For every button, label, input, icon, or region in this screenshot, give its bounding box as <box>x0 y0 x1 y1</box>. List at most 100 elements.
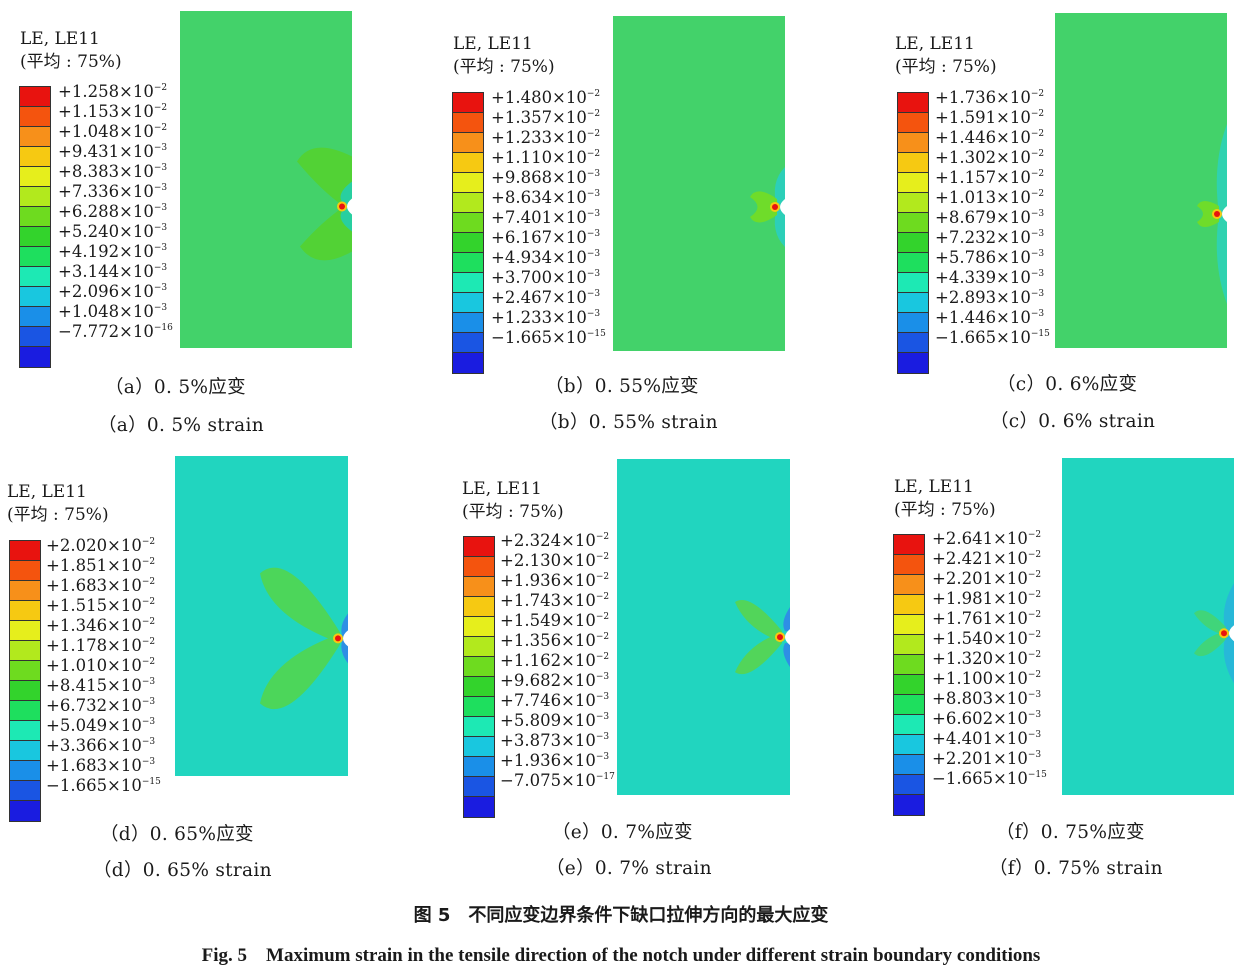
legend-exponent: −2 <box>141 557 156 567</box>
legend-mantissa: +8.383×10 <box>58 162 154 181</box>
color-swatch <box>10 681 40 701</box>
color-swatch <box>20 227 50 247</box>
legend-exponent: −3 <box>1030 269 1045 279</box>
color-swatch <box>898 153 928 173</box>
legend-header: LE, LE11 (平均 : 75%) <box>894 476 996 522</box>
legend-value: +1.357×10−2 <box>491 105 600 127</box>
color-swatch <box>894 795 924 815</box>
color-swatch <box>464 577 494 597</box>
legend-exponent: −2 <box>1027 610 1042 620</box>
color-swatch <box>894 735 924 755</box>
color-swatch <box>10 801 40 821</box>
color-swatch <box>453 113 483 133</box>
color-swatch <box>464 557 494 577</box>
legend-exponent: −3 <box>586 289 601 299</box>
color-swatch <box>20 187 50 207</box>
legend-mantissa: +4.934×10 <box>491 248 587 267</box>
legend-exponent: −2 <box>153 103 168 113</box>
legend-value: +1.153×10−2 <box>58 99 167 121</box>
legend-title: LE, LE11 <box>895 34 975 54</box>
color-swatch <box>898 133 928 153</box>
legend-exponent: −3 <box>1027 710 1042 720</box>
legend-header: LE, LE11 (平均 : 75%) <box>20 28 122 74</box>
legend-mantissa: +1.302×10 <box>935 148 1031 167</box>
legend-mantissa: +1.357×10 <box>491 108 587 127</box>
legend-exponent: −2 <box>1030 189 1045 199</box>
legend-exponent: −3 <box>595 692 610 702</box>
legend-value: +2.893×10−3 <box>935 285 1044 307</box>
legend-exponent: −15 <box>141 777 161 787</box>
color-scale <box>452 92 484 374</box>
legend-mantissa: +1.851×10 <box>46 556 142 575</box>
legend-mantissa: +7.401×10 <box>491 208 587 227</box>
legend-exponent: −3 <box>1027 730 1042 740</box>
legend-mantissa: +3.144×10 <box>58 262 154 281</box>
legend-value: +8.679×10−3 <box>935 205 1044 227</box>
legend-mantissa: +1.736×10 <box>935 88 1031 107</box>
color-swatch <box>20 327 50 347</box>
legend-mantissa: +1.540×10 <box>932 629 1028 648</box>
notch-hotspot <box>335 635 341 642</box>
legend-value: +1.540×10−2 <box>932 626 1041 648</box>
legend-value: +1.320×10−2 <box>932 646 1041 668</box>
legend-value: +1.013×10−2 <box>935 185 1044 207</box>
legend-mantissa: +4.401×10 <box>932 729 1028 748</box>
legend-mantissa: +5.809×10 <box>500 711 596 730</box>
notch-cutout <box>1229 625 1234 642</box>
color-swatch <box>898 253 928 273</box>
legend-title: LE, LE11 <box>894 477 974 497</box>
legend-exponent: −3 <box>595 712 610 722</box>
legend-value: +2.641×10−2 <box>932 526 1041 548</box>
legend-mantissa: +2.130×10 <box>500 551 596 570</box>
color-swatch <box>894 555 924 575</box>
legend-value: +1.346×10−2 <box>46 613 155 635</box>
legend-mantissa: +2.020×10 <box>46 536 142 555</box>
color-swatch <box>10 601 40 621</box>
legend-mantissa: −7.772×10 <box>58 322 154 341</box>
color-swatch <box>464 717 494 737</box>
subfigure-caption-cn: （b）0. 55%应变 <box>545 376 699 397</box>
legend-value: +9.682×10−3 <box>500 668 609 690</box>
legend-value: +1.936×10−3 <box>500 748 609 770</box>
notch-hotspot <box>339 203 345 210</box>
legend-exponent: −3 <box>1030 229 1045 239</box>
legend-mantissa: +1.110×10 <box>491 148 587 167</box>
legend-header: LE, LE11 (平均 : 75%) <box>7 481 109 527</box>
legend-mantissa: +1.936×10 <box>500 751 596 770</box>
legend-averaging: (平均 : 75%) <box>895 57 997 77</box>
color-scale <box>893 534 925 816</box>
legend-header: LE, LE11 (平均 : 75%) <box>462 478 564 524</box>
legend-exponent: −2 <box>141 597 156 607</box>
legend-value: +2.020×10−2 <box>46 533 155 555</box>
legend-value: +1.233×10−3 <box>491 305 600 327</box>
legend-exponent: −3 <box>586 249 601 259</box>
notch-cutout <box>780 198 785 215</box>
legend-exponent: −3 <box>586 209 601 219</box>
legend-mantissa: +3.366×10 <box>46 736 142 755</box>
subfigure-caption-en: （c）0. 6% strain <box>990 411 1156 432</box>
strain-lobes <box>1197 201 1219 227</box>
legend-averaging: (平均 : 75%) <box>20 52 122 72</box>
legend-mantissa: +1.549×10 <box>500 611 596 630</box>
color-swatch <box>10 721 40 741</box>
legend-value: +1.178×10−2 <box>46 633 155 655</box>
legend-value: +1.157×10−2 <box>935 165 1044 187</box>
legend-value: +5.049×10−3 <box>46 713 155 735</box>
legend-value: −1.665×10−15 <box>491 325 606 347</box>
legend-exponent: −2 <box>586 89 601 99</box>
figure-caption-cn: 图 5 不同应变边界条件下缺口拉伸方向的最大应变 <box>413 905 829 926</box>
legend-mantissa: +1.162×10 <box>500 651 596 670</box>
legend-value: +1.936×10−2 <box>500 568 609 590</box>
color-swatch <box>453 273 483 293</box>
color-swatch <box>464 697 494 717</box>
legend-exponent: −3 <box>153 303 168 313</box>
legend-title: LE, LE11 <box>453 34 533 54</box>
legend-value: +1.446×10−3 <box>935 305 1044 327</box>
legend-mantissa: +1.320×10 <box>932 649 1028 668</box>
legend-value: −1.665×10−15 <box>932 766 1047 788</box>
legend-mantissa: +9.868×10 <box>491 168 587 187</box>
legend-value: +1.683×10−2 <box>46 573 155 595</box>
color-swatch <box>20 207 50 227</box>
legend-mantissa: +9.431×10 <box>58 142 154 161</box>
color-swatch <box>453 233 483 253</box>
